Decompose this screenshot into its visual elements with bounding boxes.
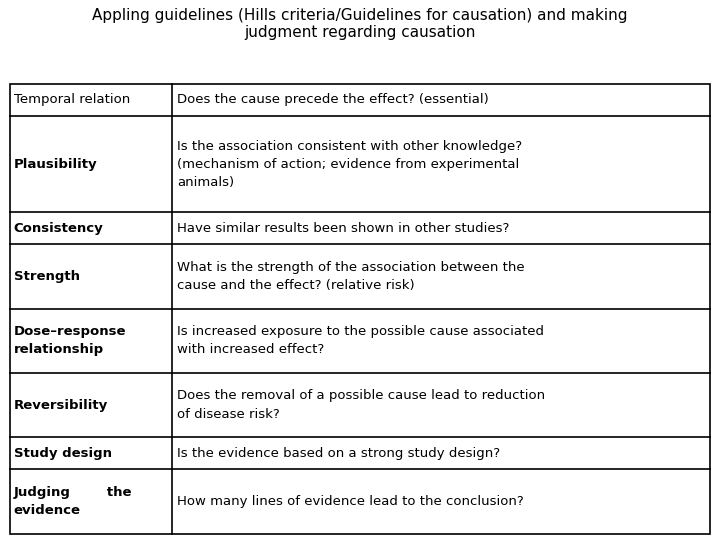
Bar bbox=[10, 84, 710, 534]
Text: Study design: Study design bbox=[14, 447, 112, 460]
Text: Judging        the
evidence: Judging the evidence bbox=[14, 486, 132, 517]
Text: Plausibility: Plausibility bbox=[14, 158, 97, 171]
Text: Is the association consistent with other knowledge?
(mechanism of action; eviden: Is the association consistent with other… bbox=[178, 139, 523, 188]
Text: Is increased exposure to the possible cause associated
with increased effect?: Is increased exposure to the possible ca… bbox=[178, 325, 544, 356]
Text: Does the cause precede the effect? (essential): Does the cause precede the effect? (esse… bbox=[178, 93, 489, 106]
Text: Temporal relation: Temporal relation bbox=[14, 93, 130, 106]
Text: Dose–response
relationship: Dose–response relationship bbox=[14, 325, 126, 356]
Text: Have similar results been shown in other studies?: Have similar results been shown in other… bbox=[178, 222, 510, 235]
Text: What is the strength of the association between the
cause and the effect? (relat: What is the strength of the association … bbox=[178, 261, 525, 292]
Text: Appling guidelines (Hills criteria/Guidelines for causation) and making
judgment: Appling guidelines (Hills criteria/Guide… bbox=[92, 8, 628, 40]
Text: Does the removal of a possible cause lead to reduction
of disease risk?: Does the removal of a possible cause lea… bbox=[178, 389, 546, 421]
Text: How many lines of evidence lead to the conclusion?: How many lines of evidence lead to the c… bbox=[178, 495, 524, 508]
Text: Strength: Strength bbox=[14, 270, 80, 283]
Text: Reversibility: Reversibility bbox=[14, 399, 108, 411]
Text: Is the evidence based on a strong study design?: Is the evidence based on a strong study … bbox=[178, 447, 500, 460]
Text: Consistency: Consistency bbox=[14, 222, 104, 235]
